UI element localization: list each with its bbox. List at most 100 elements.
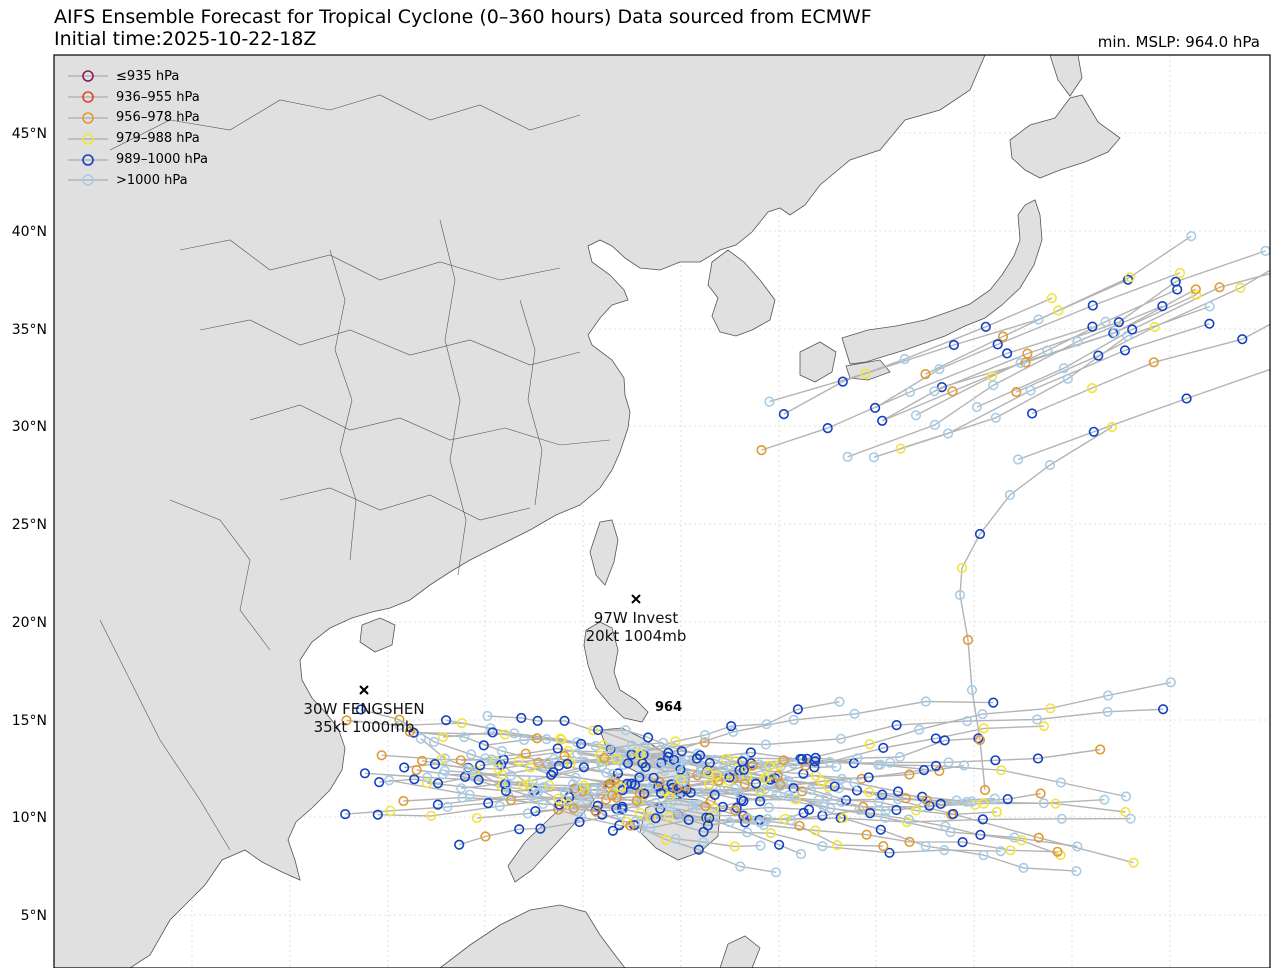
track-point: [992, 339, 1003, 350]
track-point: [454, 839, 465, 850]
track-point: [572, 748, 583, 759]
track-point: [1149, 321, 1160, 333]
track-point: [1011, 386, 1022, 398]
track-point: [771, 789, 782, 800]
track-point: [1113, 317, 1124, 328]
track-point: [798, 807, 809, 819]
track-point: [1038, 798, 1049, 809]
track-point: [971, 401, 983, 413]
track-point: [537, 798, 549, 810]
track-point: [1191, 289, 1202, 301]
track-point: [760, 739, 771, 750]
storm-30w-info: 35kt 1000mb: [314, 718, 415, 736]
track-point: [1002, 793, 1013, 805]
track-point: [921, 795, 932, 806]
track-point: [795, 848, 807, 860]
track-point: [797, 753, 808, 765]
track-point: [702, 820, 714, 831]
track-line: [458, 813, 656, 846]
track-line: [1017, 368, 1270, 461]
track-point: [755, 786, 766, 797]
track-point: [1025, 385, 1036, 396]
taiwan-island: [589, 519, 619, 586]
track-point: [645, 812, 656, 823]
track-point: [703, 778, 715, 790]
japan-hokkaido: [1009, 94, 1121, 179]
track-point: [868, 452, 880, 463]
borneo-island: [439, 904, 626, 968]
track-point: [548, 767, 559, 778]
track-point: [634, 749, 646, 760]
track-point: [496, 745, 507, 757]
lat-label: 45°N: [12, 126, 47, 142]
track-point: [852, 753, 863, 764]
track-point: [409, 774, 420, 785]
track-point: [704, 812, 715, 824]
track-point: [404, 726, 415, 737]
track-point: [1170, 276, 1181, 287]
track-point: [728, 726, 739, 738]
track-point: [713, 775, 724, 786]
track-point: [466, 749, 477, 760]
track-point: [588, 784, 599, 795]
track-point: [437, 769, 448, 780]
track-point: [951, 795, 962, 806]
track-point: [755, 840, 766, 851]
track-point: [569, 802, 580, 813]
track-point: [626, 740, 637, 751]
track-point: [775, 761, 786, 772]
track-point: [625, 820, 636, 831]
track-point: [462, 763, 474, 774]
track-point: [818, 801, 829, 813]
track-point: [778, 409, 790, 420]
track-point: [478, 740, 489, 751]
track-point: [945, 826, 956, 838]
track-point: [1157, 704, 1169, 715]
track-point: [1174, 267, 1186, 279]
legend-item: 989–1000 hPa: [66, 149, 208, 170]
track-point: [772, 770, 783, 781]
track-line: [381, 708, 1164, 761]
track-point: [809, 762, 820, 773]
track-line: [761, 325, 1093, 451]
track-line: [443, 731, 886, 812]
track-point: [1072, 841, 1083, 852]
track-point: [590, 806, 602, 817]
track-point: [1109, 327, 1120, 338]
track-point: [989, 793, 1000, 804]
legend-item: >1000 hPa: [66, 170, 208, 191]
track-point: [674, 757, 685, 768]
sakhalin: [1049, 55, 1083, 97]
track-point: [475, 760, 486, 771]
track-point: [1012, 454, 1024, 465]
track-point: [779, 813, 791, 825]
track-point: [620, 725, 631, 736]
track-point: [559, 786, 570, 797]
legend-label: 979–988 hPa: [116, 131, 200, 147]
track-point: [1127, 324, 1138, 335]
track-point: [422, 772, 433, 783]
track-line: [535, 798, 706, 813]
track-point: [877, 415, 888, 426]
track-point: [835, 733, 847, 744]
track-point: [455, 755, 466, 766]
track-point: [694, 787, 706, 798]
track-point: [607, 825, 619, 836]
track-point: [825, 803, 836, 814]
track-point: [863, 786, 875, 798]
track-point: [763, 802, 774, 813]
track-point: [1102, 706, 1113, 717]
track-point: [783, 790, 794, 801]
track-point: [1088, 426, 1099, 437]
track-point: [939, 735, 950, 746]
track-line: [460, 758, 654, 779]
track-point: [480, 753, 491, 764]
storm-30w-marker: [359, 685, 369, 695]
track-line: [580, 774, 778, 790]
track-point: [711, 770, 722, 781]
lat-label: 30°N: [12, 419, 47, 435]
track-point: [966, 684, 978, 696]
track-point: [640, 761, 651, 773]
track-point: [803, 804, 815, 815]
track-point: [645, 822, 656, 834]
